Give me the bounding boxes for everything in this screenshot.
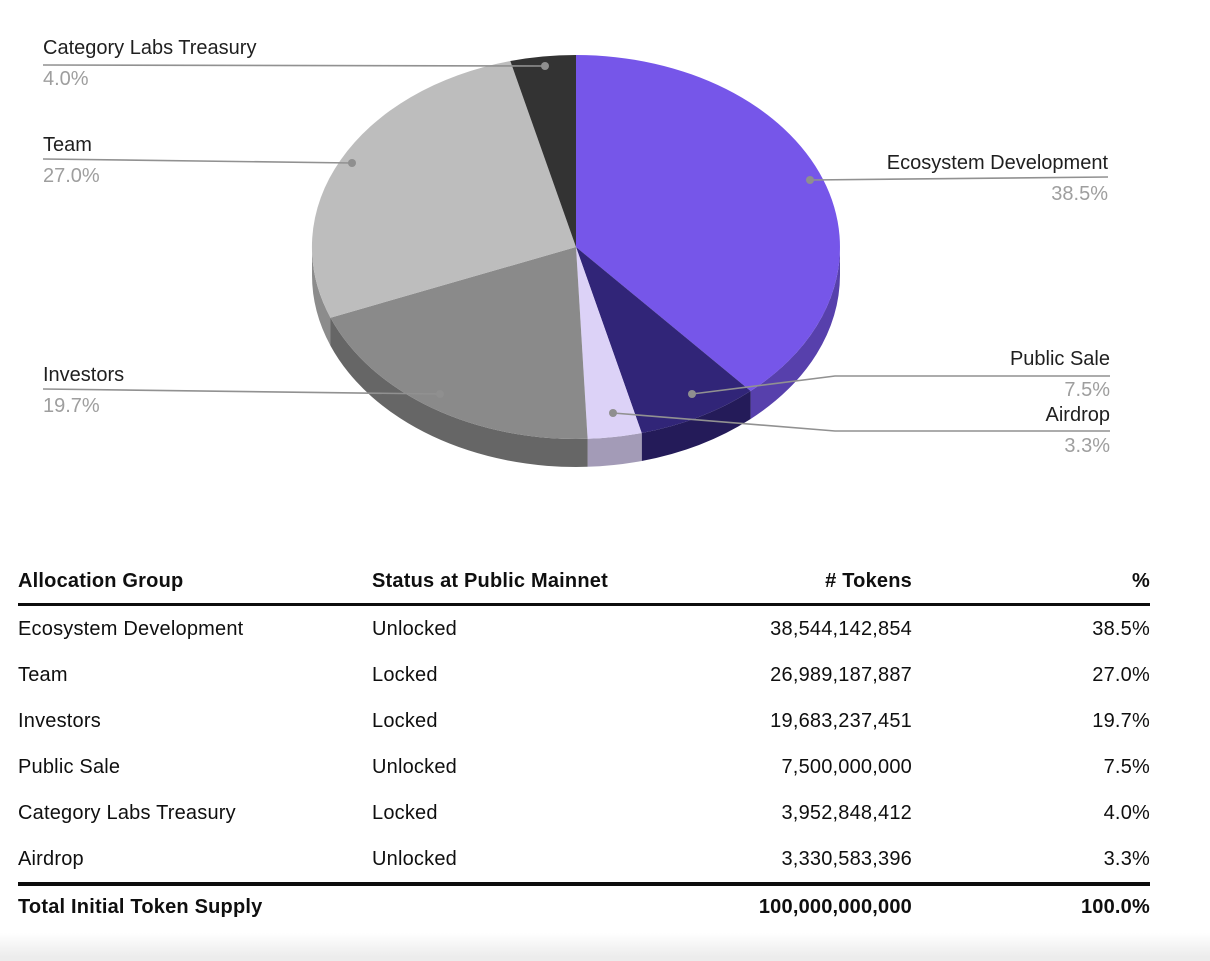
total-tokens: 100,000,000,000 — [758, 895, 912, 918]
callout-percent: 3.3% — [1064, 435, 1110, 457]
cell-percent: 4.0% — [1103, 801, 1150, 824]
callout-percent: 4.0% — [43, 68, 89, 90]
cell-percent: 3.3% — [1103, 847, 1150, 870]
cell-status: Unlocked — [372, 617, 457, 640]
table-row: Airdrop Unlocked 3,330,583,396 3.3% — [18, 836, 1150, 882]
cell-percent: 19.7% — [1092, 709, 1150, 732]
callout-label: Investors — [43, 364, 125, 386]
cell-group: Team — [18, 663, 68, 686]
callout-percent: 27.0% — [43, 165, 100, 187]
table-row: Team Locked 26,989,187,887 27.0% — [18, 652, 1150, 698]
cell-tokens: 7,500,000,000 — [781, 755, 912, 778]
callout-leader-line — [691, 375, 1110, 395]
callout-label: Ecosystem Development — [886, 152, 1108, 174]
table-header-row: Allocation Group Status at Public Mainne… — [18, 560, 1150, 606]
table-total-row: Total Initial Token Supply 100,000,000,0… — [18, 882, 1150, 928]
pie-slice-wall — [330, 317, 588, 467]
cell-tokens: 3,952,848,412 — [781, 801, 912, 824]
pie-slice-wall — [750, 247, 840, 419]
callout-anchor-dot — [688, 390, 696, 398]
pie-slice — [510, 54, 576, 247]
callout-anchor-dot — [541, 62, 549, 70]
pie-slice — [576, 55, 840, 391]
callout-airdrop: Airdrop 3.3% — [1046, 403, 1110, 458]
callout-public-sale: Public Sale 7.5% — [1010, 347, 1110, 402]
pie-slice — [330, 247, 588, 439]
cell-status: Locked — [372, 801, 438, 824]
header-allocation-group: Allocation Group — [18, 570, 184, 592]
callout-label: Public Sale — [1009, 348, 1110, 370]
total-percent: 100.0% — [1080, 895, 1150, 918]
callout-anchor-dot — [609, 409, 617, 417]
cell-status: Locked — [372, 663, 438, 686]
token-allocation-table: Allocation Group Status at Public Mainne… — [18, 560, 1150, 928]
pie-slice-wall — [641, 391, 751, 461]
table-row: Investors Locked 19,683,237,451 19.7% — [18, 698, 1150, 744]
callout-leader-line — [809, 176, 1109, 181]
callout-ecosystem-development: Ecosystem Development 38.5% — [887, 151, 1108, 206]
cell-group: Ecosystem Development — [18, 617, 244, 640]
cell-tokens: 3,330,583,396 — [781, 847, 912, 870]
page-bottom-edge — [0, 933, 1210, 961]
pie-slice-wall — [587, 433, 642, 467]
cell-group: Public Sale — [18, 755, 121, 778]
callout-leader-line — [42, 64, 546, 67]
callout-percent: 38.5% — [1051, 183, 1108, 205]
cell-tokens: 38,544,142,854 — [770, 617, 912, 640]
cell-status: Unlocked — [372, 755, 457, 778]
pie-chart-svg — [42, 54, 1110, 467]
callout-percent: 19.7% — [43, 395, 100, 417]
callout-leader-line — [42, 158, 353, 164]
cell-percent: 38.5% — [1092, 617, 1150, 640]
table-row: Public Sale Unlocked 7,500,000,000 7.5% — [18, 744, 1150, 790]
table-row: Ecosystem Development Unlocked 38,544,142,… — [18, 606, 1150, 652]
cell-status: Unlocked — [372, 847, 457, 870]
callout-percent: 7.5% — [1064, 379, 1110, 401]
header-status: Status at Public Mainnet — [372, 570, 608, 592]
total-label: Total Initial Token Supply — [18, 895, 263, 918]
header-percent: % — [1132, 570, 1150, 592]
callout-category-labs-treasury: Category Labs Treasury 4.0% — [43, 36, 256, 91]
cell-group: Investors — [18, 709, 101, 732]
cell-percent: 7.5% — [1103, 755, 1150, 778]
callout-label: Team — [43, 134, 92, 156]
callout-label: Airdrop — [1045, 404, 1110, 426]
header-tokens: # Tokens — [825, 570, 912, 592]
table-row: Category Labs Treasury Locked 3,952,848,41… — [18, 790, 1150, 836]
callout-leader-line — [42, 388, 441, 395]
callout-investors: Investors 19.7% — [43, 363, 124, 418]
callout-team: Team 27.0% — [43, 133, 100, 188]
callout-anchor-dot — [348, 159, 356, 167]
pie-slice — [311, 61, 576, 318]
pie-slice — [576, 247, 642, 439]
cell-tokens: 19,683,237,451 — [770, 709, 912, 732]
cell-percent: 27.0% — [1092, 663, 1150, 686]
cell-status: Locked — [372, 709, 438, 732]
pie-slice — [576, 247, 751, 433]
callout-label: Category Labs Treasury — [43, 37, 257, 59]
callout-anchor-dot — [436, 390, 444, 398]
callout-anchor-dot — [806, 176, 814, 184]
token-allocation-pie-chart: Category Labs Treasury 4.0% Team 27.0% I… — [42, 36, 1110, 467]
pie-slice-wall — [311, 247, 331, 346]
table-body: Ecosystem Development Unlocked 38,544,142,… — [18, 606, 1150, 882]
cell-tokens: 26,989,187,887 — [770, 663, 912, 686]
callout-leader-line — [612, 412, 1110, 432]
cell-group: Airdrop — [18, 847, 84, 870]
cell-group: Category Labs Treasury — [18, 801, 236, 824]
